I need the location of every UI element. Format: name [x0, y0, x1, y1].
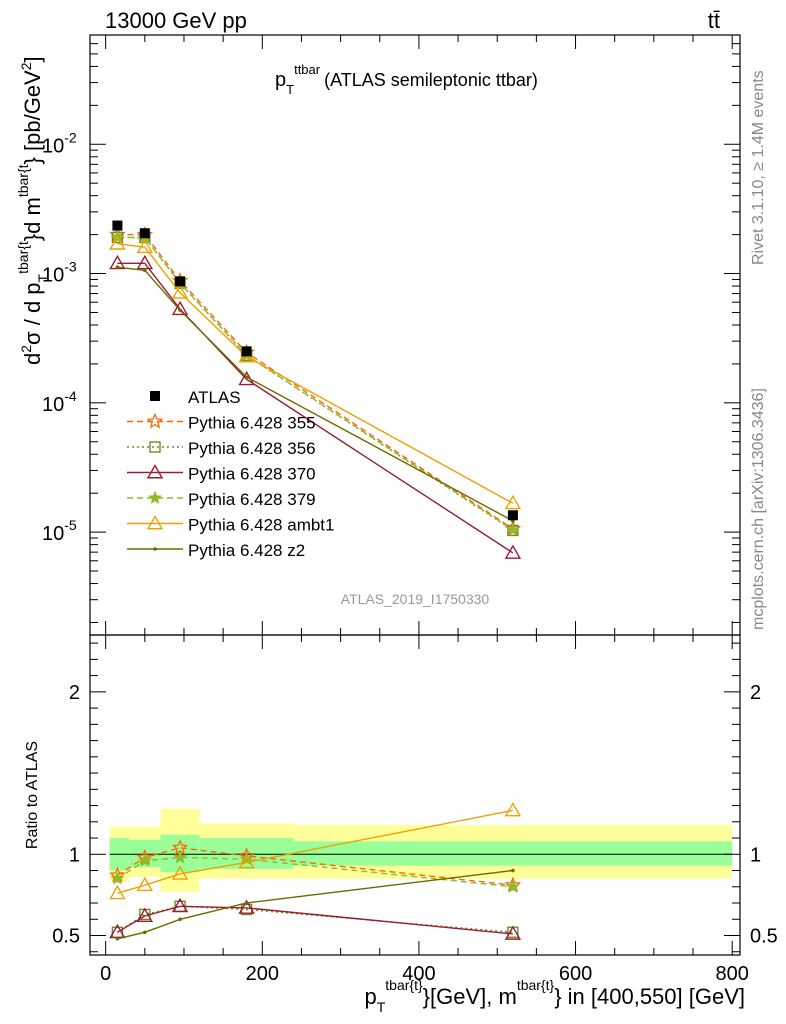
- plot-title: pTttbar(ATLAS semileptonic ttbar): [275, 62, 538, 97]
- series-point-ratio: [136, 876, 154, 892]
- legend-label: Pythia 6.428 370: [188, 465, 316, 484]
- y-axis-label-ratio: Ratio to ATLAS: [24, 741, 41, 849]
- series-point-ratio: [505, 879, 520, 893]
- data-point: [112, 220, 123, 231]
- legend-label: Pythia 6.428 ambt1: [188, 516, 334, 535]
- series-point-ratio: [173, 850, 188, 864]
- main-panel: [89, 34, 741, 636]
- x-tick-label: 400: [402, 963, 435, 985]
- series-point-ratio: [109, 884, 126, 900]
- legend-marker-data: [150, 391, 160, 401]
- svg-text:tt̄: tt̄: [708, 8, 720, 33]
- series-point-ratio: [504, 802, 522, 817]
- ratio-tick-label-left: 0.5: [52, 926, 80, 948]
- series-line-ratio: [117, 905, 513, 933]
- y-tick-label: 10-4: [42, 388, 77, 416]
- legend-marker: [149, 441, 161, 453]
- ratio-tick-label-left: 2: [69, 682, 80, 704]
- series-point-ratio: [511, 868, 515, 873]
- series-point-main: [171, 300, 189, 316]
- analysis-id-label: ATLAS_2019_I1750330: [341, 591, 490, 607]
- series-point-ratio: [504, 925, 522, 940]
- series-point-main: [136, 238, 154, 254]
- series-point-ratio: [244, 901, 249, 905]
- legend: ATLAS Pythia 6.428 355 Pythia 6.428 356 Pyt…: [127, 388, 334, 560]
- series-point-ratio: [115, 936, 120, 941]
- y-axis-label-main: d2σ / d pTtbar{t}d mtbar{t} [pb/GeV2]: [15, 56, 51, 365]
- series-point-main: [136, 254, 154, 270]
- x-tick-label: 200: [246, 963, 279, 985]
- ratio-panel: [89, 634, 741, 956]
- y-tick-label: 10-5: [42, 517, 77, 545]
- legend-marker: [146, 515, 164, 530]
- legend-marker: [153, 547, 157, 551]
- rivet-version-label: Rivet 3.1.10, ≥ 1.4M events: [750, 70, 767, 265]
- series-point-ratio: [238, 899, 255, 914]
- x-tick-label: 0: [100, 963, 111, 985]
- series-point-main: [244, 375, 249, 379]
- legend-label-data: ATLAS: [188, 388, 241, 407]
- series-point-ratio: [171, 897, 189, 913]
- legend-label: Pythia 6.428 356: [188, 439, 316, 458]
- ratio-tick-label-right: 0.5: [750, 926, 778, 948]
- ratio-tick-label-left: 1: [69, 844, 80, 866]
- series-line-ratio: [117, 847, 513, 886]
- series-point-ratio: [143, 930, 147, 935]
- mcplots-label: mcplots.cern.ch [arXiv:1306.3436]: [750, 388, 767, 630]
- series-point-ratio: [171, 865, 189, 880]
- series-point-ratio: [136, 907, 154, 922]
- series-line-main: [117, 243, 514, 504]
- series-point-main: [504, 494, 522, 510]
- series-point-ratio: [238, 854, 255, 869]
- series-point-main: [143, 268, 147, 273]
- header-process-label: tt̄: [708, 8, 720, 33]
- series-line-ratio: [117, 856, 513, 888]
- data-point: [507, 510, 518, 521]
- header-process-tbar: t̄: [714, 8, 720, 33]
- data-point: [241, 346, 252, 357]
- ratio-frame: [89, 634, 741, 956]
- header-process-t: t: [708, 8, 714, 33]
- legend-marker: [146, 412, 164, 429]
- legend-label: Pythia 6.428 355: [188, 414, 316, 433]
- series-point-ratio: [178, 917, 182, 922]
- series-point-main: [171, 284, 189, 299]
- series-line-ratio: [117, 905, 513, 935]
- data-point: [175, 276, 186, 287]
- y-tick-label: 10-2: [42, 129, 77, 157]
- legend-label: Pythia 6.428 379: [188, 490, 316, 509]
- series-line-ratio: [117, 809, 514, 894]
- series-point-main: [178, 308, 182, 313]
- x-tick-label: 600: [559, 963, 592, 985]
- x-axis-label: pTtbar{t}}[GeV], mtbar{t}} in [400,550] …: [364, 977, 745, 1015]
- y-tick-label: 10-3: [42, 259, 77, 287]
- x-tick-label: 800: [715, 963, 748, 985]
- legend-label: Pythia 6.428 z2: [188, 541, 305, 560]
- ratio-band-green: [293, 841, 733, 866]
- series-point-main: [109, 235, 126, 250]
- legend-marker: [146, 464, 164, 479]
- legend-marker: [148, 490, 162, 504]
- series-point-main: [115, 265, 120, 269]
- series-point-main: [505, 522, 520, 536]
- series-point-ratio: [110, 871, 125, 885]
- ratio-tick-label-right: 1: [750, 844, 761, 866]
- header-energy-label: 13000 GeV pp: [105, 8, 247, 33]
- ratio-tick-label-right: 2: [750, 682, 761, 704]
- series-point-main: [504, 544, 522, 559]
- series-point-ratio: [137, 853, 152, 867]
- data-point: [139, 228, 150, 239]
